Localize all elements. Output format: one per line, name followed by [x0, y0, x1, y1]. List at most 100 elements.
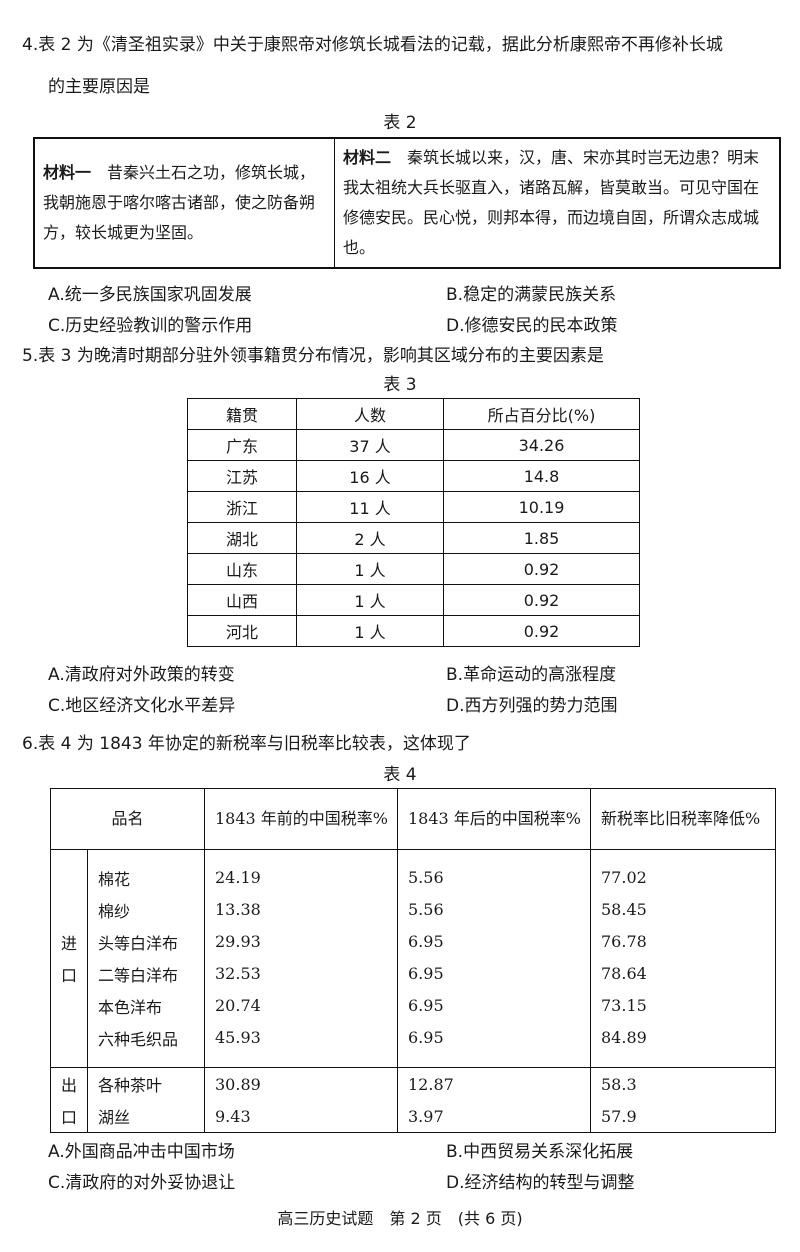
- header-cell: 1843 年后的中国税率%: [397, 788, 591, 850]
- header-cell: 品名: [50, 788, 205, 850]
- cell: 16 人: [296, 460, 444, 492]
- cell: 1 人: [296, 584, 444, 616]
- cell: 6.95: [397, 957, 591, 990]
- table-row: 广东 37 人 34.26: [187, 429, 640, 461]
- cell: 77.02: [590, 861, 776, 894]
- cell: 湖丝: [87, 1100, 205, 1133]
- cell: 棉纱: [87, 893, 205, 926]
- cell: 14.8: [443, 460, 640, 492]
- import-label: 口: [50, 957, 88, 990]
- page-footer: 高三历史试题 第 2 页 (共 6 页): [277, 1209, 523, 1228]
- table-header-row: 品名 1843 年前的中国税率% 1843 年后的中国税率% 新税率比旧税率降低…: [50, 788, 776, 850]
- header-cell: 1843 年前的中国税率%: [204, 788, 398, 850]
- material-2-label: 材料二: [343, 148, 392, 167]
- cell: 江苏: [187, 460, 297, 492]
- table-row: 浙江 11 人 10.19: [187, 491, 640, 523]
- q6-option-b[interactable]: B.中西贸易关系深化拓展: [446, 1142, 634, 1162]
- q4-option-c[interactable]: C.历史经验教训的警示作用: [48, 316, 253, 336]
- cell: 24.19: [204, 861, 398, 894]
- cell: 6.95: [397, 1021, 591, 1054]
- header-cell: 所占百分比(%): [443, 398, 640, 430]
- cell: 1.85: [443, 522, 640, 554]
- table-row: 江苏 16 人 14.8: [187, 460, 640, 492]
- cell: 广东: [187, 429, 297, 461]
- table-row: 出各种茶叶 30.89 12.87 58.3: [50, 1067, 776, 1100]
- header-cell: 籍贯: [187, 398, 297, 430]
- cell: 0.92: [443, 615, 640, 647]
- cell: 76.78: [590, 925, 776, 958]
- cell: 1 人: [296, 553, 444, 585]
- q5-stem: 5.表 3 为晚清时期部分驻外领事籍贯分布情况，影响其区域分布的主要因素是: [22, 346, 604, 366]
- table-row: 棉花 24.19 5.56 77.02: [50, 861, 776, 894]
- q4-stem-line1: 4.表 2 为《清圣祖实录》中关于康熙帝对修筑长城看法的记载，据此分析康熙帝不再…: [22, 35, 723, 55]
- header-cell: 新税率比旧税率降低%: [590, 788, 776, 850]
- cell: 11 人: [296, 491, 444, 523]
- material-1-text: 昔秦兴土石之功，修筑长城，我朝施恩于喀尔喀古诸部，使之防备朔方，较长城更为坚固。: [43, 163, 316, 242]
- q4-option-a[interactable]: A.统一多民族国家巩固发展: [48, 285, 252, 305]
- cell: 0.92: [443, 553, 640, 585]
- cell: 13.38: [204, 893, 398, 926]
- q6-option-a[interactable]: A.外国商品冲击中国市场: [48, 1142, 235, 1162]
- export-label: 口: [50, 1100, 88, 1133]
- table-row: 河北 1 人 0.92: [187, 615, 640, 647]
- import-label: 进: [50, 925, 88, 958]
- q4-stem-line2: 的主要原因是: [48, 77, 150, 97]
- cell: 棉花: [87, 861, 205, 894]
- table-row: 棉纱 13.38 5.56 58.45: [50, 893, 776, 926]
- cell: 10.19: [443, 491, 640, 523]
- cell: 32.53: [204, 957, 398, 990]
- cell: 34.26: [443, 429, 640, 461]
- material-2: 材料二 秦筑长城以来，汉，唐、宋亦其时岂无边患？明末我太祖统大兵长驱直入，诸路瓦…: [334, 137, 781, 269]
- table-3: 籍贯 人数 所占百分比(%) 广东 37 人 34.26 江苏 16 人 14.8 浙江…: [187, 398, 640, 647]
- q6-option-d[interactable]: D.经济结构的转型与调整: [446, 1173, 635, 1193]
- table-row: 口湖丝 9.43 3.97 57.9: [50, 1100, 776, 1133]
- q6-option-c[interactable]: C.清政府的对外妥协退让: [48, 1173, 236, 1193]
- header-cell: 人数: [296, 398, 444, 430]
- table4-caption: 表 4: [383, 765, 417, 785]
- cell: 湖北: [187, 522, 297, 554]
- cell: 58.3: [590, 1067, 776, 1100]
- table-row: 六种毛织品 45.93 6.95 84.89: [50, 1021, 776, 1054]
- cell: 29.93: [204, 925, 398, 958]
- table-row: 本色洋布 20.74 6.95 73.15: [50, 989, 776, 1022]
- cell: 河北: [187, 615, 297, 647]
- q4-option-b[interactable]: B.稳定的满蒙民族关系: [446, 285, 617, 305]
- material-2-text: 秦筑长城以来，汉，唐、宋亦其时岂无边患？明末我太祖统大兵长驱直入，诸路瓦解，皆莫…: [343, 148, 760, 257]
- q5-option-c[interactable]: C.地区经济文化水平差异: [48, 696, 236, 716]
- cell: 各种茶叶: [87, 1067, 205, 1100]
- q5-option-b[interactable]: B.革命运动的高涨程度: [446, 665, 617, 685]
- cell: 5.56: [397, 893, 591, 926]
- cell: 浙江: [187, 491, 297, 523]
- cell: 头等白洋布: [87, 925, 205, 958]
- table-4: 品名 1843 年前的中国税率% 1843 年后的中国税率% 新税率比旧税率降低…: [50, 788, 776, 1133]
- cell: 5.56: [397, 861, 591, 894]
- cell: 6.95: [397, 989, 591, 1022]
- q5-option-d[interactable]: D.西方列强的势力范围: [446, 696, 618, 716]
- cell: 20.74: [204, 989, 398, 1022]
- q5-option-a[interactable]: A.清政府对外政策的转变: [48, 665, 235, 685]
- cell: 3.97: [397, 1100, 591, 1133]
- q6-stem: 6.表 4 为 1843 年协定的新税率与旧税率比较表，这体现了: [22, 734, 471, 754]
- cell: 山东: [187, 553, 297, 585]
- table-header-row: 籍贯 人数 所占百分比(%): [187, 398, 640, 430]
- cell: 六种毛织品: [87, 1021, 205, 1054]
- table-row: 湖北 2 人 1.85: [187, 522, 640, 554]
- cell: 45.93: [204, 1021, 398, 1054]
- cell: 二等白洋布: [87, 957, 205, 990]
- cell: 12.87: [397, 1067, 591, 1100]
- cell: 9.43: [204, 1100, 398, 1133]
- table-row: 进头等白洋布 29.93 6.95 76.78: [50, 925, 776, 958]
- cell: 1 人: [296, 615, 444, 647]
- table-row: 口二等白洋布 32.53 6.95 78.64: [50, 957, 776, 990]
- cell: 73.15: [590, 989, 776, 1022]
- cell: 30.89: [204, 1067, 398, 1100]
- cell: 78.64: [590, 957, 776, 990]
- table-row: 山东 1 人 0.92: [187, 553, 640, 585]
- table-row: 山西 1 人 0.92: [187, 584, 640, 616]
- cell: 山西: [187, 584, 297, 616]
- cell: 0.92: [443, 584, 640, 616]
- q4-option-d[interactable]: D.修德安民的民本政策: [446, 316, 618, 336]
- table2-caption: 表 2: [383, 113, 417, 133]
- cell: 84.89: [590, 1021, 776, 1054]
- cell: 6.95: [397, 925, 591, 958]
